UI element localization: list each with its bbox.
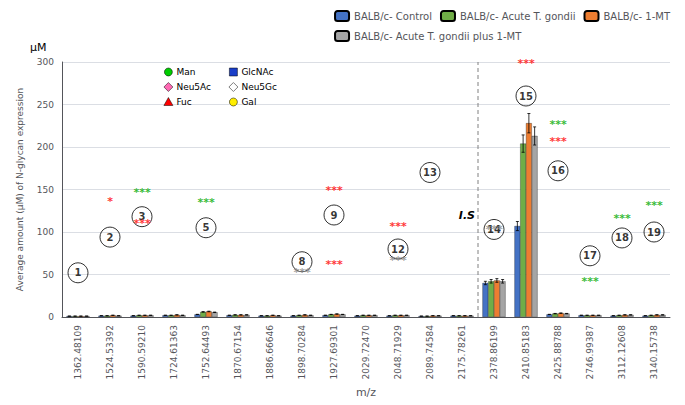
svg-text:1362.48109: 1362.48109 — [73, 325, 83, 380]
svg-text:***: *** — [197, 196, 215, 209]
svg-text:BALB/c- 1-MT: BALB/c- 1-MT — [604, 11, 671, 22]
svg-text:***: *** — [549, 118, 567, 131]
svg-text:250: 250 — [37, 100, 54, 110]
svg-text:Neu5Ac: Neu5Ac — [176, 82, 211, 92]
svg-text:I.S: I.S — [459, 209, 475, 222]
svg-text:5: 5 — [203, 222, 210, 233]
svg-text:***: *** — [613, 212, 631, 225]
svg-text:*: * — [107, 195, 113, 208]
svg-text:18: 18 — [615, 232, 629, 243]
svg-text:2: 2 — [107, 232, 114, 243]
svg-text:100: 100 — [37, 227, 54, 237]
svg-text:GlcNAc: GlcNAc — [241, 67, 273, 77]
svg-text:1524.53392: 1524.53392 — [105, 325, 115, 379]
svg-text:***: *** — [389, 220, 407, 233]
svg-text:1870.67154: 1870.67154 — [233, 325, 243, 380]
svg-text:9: 9 — [331, 210, 338, 221]
svg-text:16: 16 — [551, 165, 565, 176]
svg-text:BALB/c- Acute T. gondii plus 1: BALB/c- Acute T. gondii plus 1-MT — [354, 31, 522, 42]
svg-text:1: 1 — [75, 267, 82, 278]
svg-text:Neu5Gc: Neu5Gc — [241, 82, 277, 92]
svg-text:12: 12 — [391, 244, 405, 255]
svg-text:BALB/c- Acute T. gondii: BALB/c- Acute T. gondii — [460, 11, 576, 22]
svg-text:1752.64493: 1752.64493 — [201, 325, 211, 379]
svg-text:8: 8 — [298, 256, 306, 268]
svg-text:***: *** — [325, 258, 343, 271]
svg-text:200: 200 — [37, 142, 54, 152]
svg-text:15: 15 — [519, 91, 533, 102]
svg-text:***: *** — [133, 217, 151, 230]
svg-text:***: *** — [517, 57, 535, 70]
svg-text:3140.15738: 3140.15738 — [649, 325, 659, 380]
svg-text:2425.88788: 2425.88788 — [553, 325, 563, 380]
svg-text:Fuc: Fuc — [176, 97, 191, 107]
svg-text:300: 300 — [37, 57, 54, 67]
svg-text:***: *** — [581, 275, 599, 288]
svg-text:17: 17 — [583, 250, 597, 261]
svg-text:Average amount (μM) of N-glyca: Average amount (μM) of N-glycan expressi… — [15, 88, 25, 291]
svg-text:1898.70284: 1898.70284 — [297, 325, 307, 380]
svg-text:2378.86199: 2378.86199 — [489, 325, 499, 380]
svg-text:m/z: m/z — [356, 386, 376, 399]
svg-text:2029.72470: 2029.72470 — [361, 325, 371, 380]
svg-text:2175.78261: 2175.78261 — [457, 325, 467, 379]
svg-text:2746.99387: 2746.99387 — [585, 325, 595, 379]
svg-text:1886.66646: 1886.66646 — [265, 325, 275, 380]
svg-text:***: *** — [133, 186, 151, 199]
svg-text:0: 0 — [48, 312, 54, 322]
svg-text:***: *** — [485, 223, 503, 236]
svg-text:1590.59210: 1590.59210 — [137, 325, 147, 380]
svg-text:***: *** — [645, 199, 663, 212]
svg-text:2410.85183: 2410.85183 — [521, 325, 531, 379]
svg-text:Gal: Gal — [241, 97, 256, 107]
svg-text:1927.69301: 1927.69301 — [329, 325, 339, 379]
svg-text:***: *** — [293, 266, 311, 279]
svg-text:13: 13 — [423, 167, 437, 178]
svg-text:BALB/c- Control: BALB/c- Control — [354, 11, 432, 22]
svg-text:150: 150 — [37, 185, 54, 195]
svg-text:19: 19 — [647, 227, 661, 238]
svg-text:Man: Man — [176, 67, 195, 77]
svg-text:50: 50 — [43, 270, 55, 280]
svg-text:2089.74584: 2089.74584 — [425, 325, 435, 380]
svg-text:3112.12608: 3112.12608 — [617, 325, 627, 380]
svg-text:1724.61363: 1724.61363 — [169, 325, 179, 379]
svg-text:***: *** — [389, 254, 407, 267]
svg-text:2048.71929: 2048.71929 — [393, 325, 403, 380]
svg-text:μM: μM — [30, 41, 47, 54]
svg-text:***: *** — [325, 184, 343, 197]
svg-text:***: *** — [549, 135, 567, 148]
